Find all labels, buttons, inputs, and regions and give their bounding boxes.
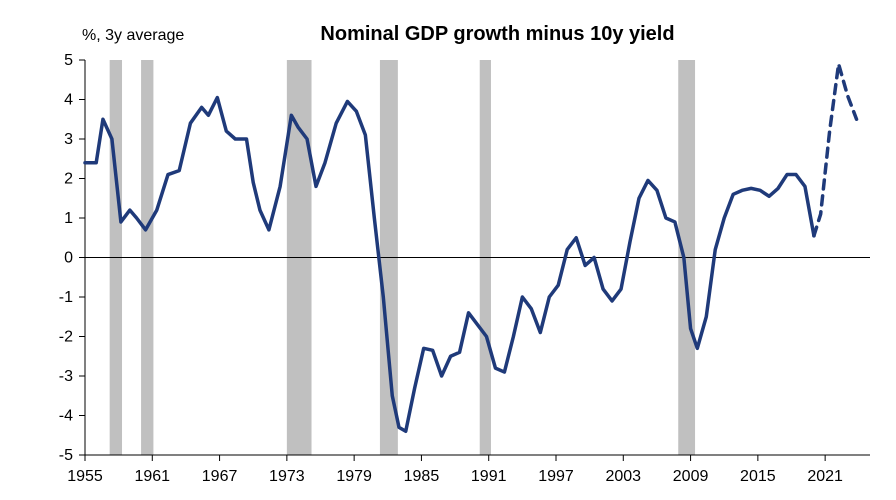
y-tick-label: 2 [64, 171, 73, 188]
y-tick-label: -1 [59, 289, 73, 306]
y-tick-label: -3 [59, 368, 73, 385]
y-tick-label: 0 [64, 250, 73, 267]
x-tick-label: 1997 [538, 468, 574, 485]
x-tick-label: 1967 [202, 468, 238, 485]
x-tick-label: 2015 [740, 468, 776, 485]
x-tick-label: 2009 [673, 468, 709, 485]
y-tick-label: 5 [64, 52, 73, 69]
x-tick-label: 1955 [67, 468, 103, 485]
x-tick-label: 2003 [605, 468, 641, 485]
y-tick-label: -4 [59, 408, 73, 425]
y-tick-label: 1 [64, 210, 73, 227]
x-tick-label: 2021 [807, 468, 843, 485]
x-tick-label: 1991 [471, 468, 507, 485]
x-tick-label: 1985 [404, 468, 440, 485]
x-tick-label: 1961 [134, 468, 170, 485]
y-tick-label: -5 [59, 447, 73, 464]
x-tick-label: 1979 [336, 468, 372, 485]
y-tick-label: 3 [64, 131, 73, 148]
x-tick-label: 1973 [269, 468, 305, 485]
y-tick-label: -2 [59, 329, 73, 346]
chart-subtitle: %, 3y average [82, 27, 184, 44]
y-tick-label: 4 [64, 92, 73, 109]
chart-svg: -5 -4 -3 -2 -1 0 1 2 3 4 5 1955 1961 1967 1973 1979 1985… [0, 0, 896, 500]
chart-title: Nominal GDP growth minus 10y yield [320, 23, 674, 45]
chart-container: -5 -4 -3 -2 -1 0 1 2 3 4 5 1955 1961 1967 1973 1979 1985… [0, 0, 896, 500]
